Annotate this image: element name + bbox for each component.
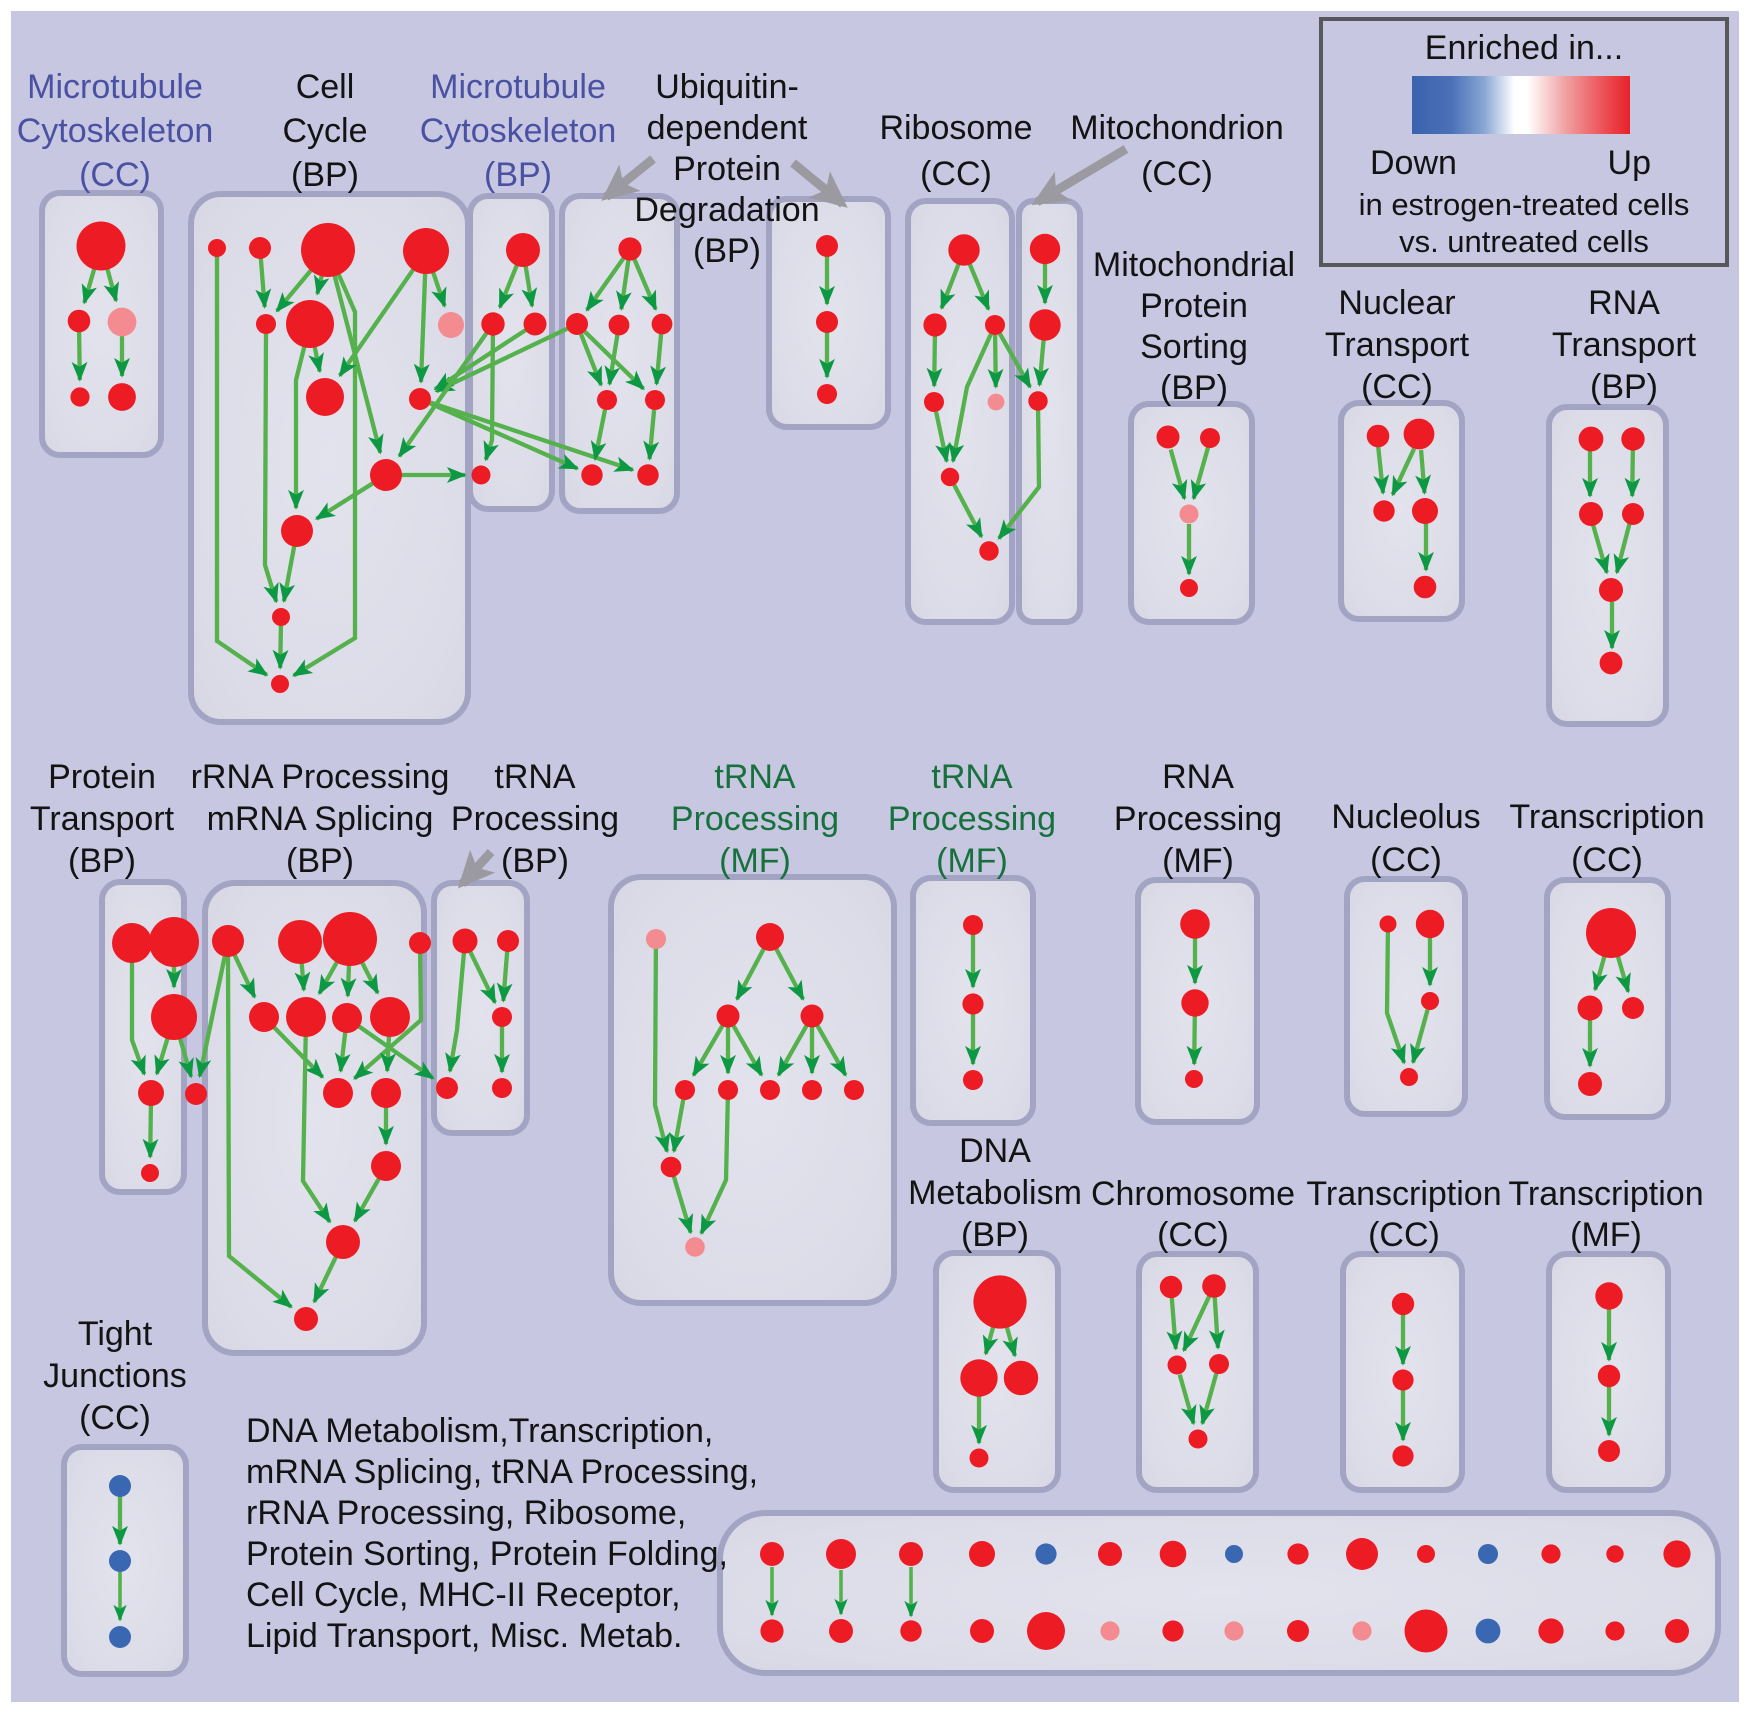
svg-text:rRNA Processing: rRNA Processing bbox=[191, 758, 450, 796]
svg-text:(BP): (BP) bbox=[286, 842, 354, 880]
svg-text:Transport: Transport bbox=[1552, 326, 1697, 364]
svg-text:Sorting: Sorting bbox=[1140, 328, 1248, 366]
svg-text:(CC): (CC) bbox=[1370, 841, 1442, 879]
svg-text:Mitochondrial: Mitochondrial bbox=[1093, 246, 1295, 284]
svg-text:Cell: Cell bbox=[296, 68, 355, 106]
svg-text:Nucleolus: Nucleolus bbox=[1331, 798, 1480, 836]
svg-text:Chromosome: Chromosome bbox=[1091, 1175, 1295, 1213]
svg-text:tRNA: tRNA bbox=[714, 758, 796, 796]
svg-text:(CC): (CC) bbox=[1157, 1216, 1229, 1254]
svg-text:Transport: Transport bbox=[1325, 326, 1470, 364]
svg-text:(CC): (CC) bbox=[1571, 841, 1643, 879]
svg-text:(BP): (BP) bbox=[68, 842, 136, 880]
svg-text:Microtubule: Microtubule bbox=[27, 68, 203, 106]
svg-text:(BP): (BP) bbox=[693, 232, 761, 270]
svg-text:Enriched in...: Enriched in... bbox=[1425, 29, 1623, 67]
svg-text:(MF): (MF) bbox=[1162, 842, 1234, 880]
svg-text:Transcription: Transcription bbox=[1509, 798, 1704, 836]
svg-text:(CC): (CC) bbox=[79, 1399, 151, 1437]
svg-text:Up: Up bbox=[1608, 144, 1651, 182]
svg-text:(CC): (CC) bbox=[1141, 155, 1213, 193]
svg-text:Transcription: Transcription bbox=[1508, 1175, 1703, 1213]
svg-text:tRNA: tRNA bbox=[494, 758, 576, 796]
svg-text:(CC): (CC) bbox=[1368, 1216, 1440, 1254]
svg-text:Protein: Protein bbox=[673, 150, 781, 188]
svg-text:Ribosome: Ribosome bbox=[879, 109, 1032, 147]
svg-text:mRNA Splicing: mRNA Splicing bbox=[207, 800, 434, 838]
svg-text:Lipid Transport, Misc. Metab.: Lipid Transport, Misc. Metab. bbox=[246, 1617, 683, 1655]
svg-text:vs. untreated cells: vs. untreated cells bbox=[1399, 224, 1649, 259]
svg-text:Mitochondrion: Mitochondrion bbox=[1070, 109, 1284, 147]
svg-text:Metabolism: Metabolism bbox=[908, 1174, 1082, 1212]
svg-text:(BP): (BP) bbox=[961, 1216, 1029, 1254]
svg-text:Degradation: Degradation bbox=[634, 191, 819, 229]
svg-text:Protein: Protein bbox=[1140, 287, 1248, 325]
svg-text:(CC): (CC) bbox=[1361, 368, 1433, 406]
svg-text:Processing: Processing bbox=[888, 800, 1056, 838]
svg-text:Cytoskeleton: Cytoskeleton bbox=[17, 112, 214, 150]
svg-text:DNA: DNA bbox=[959, 1132, 1031, 1170]
svg-text:(BP): (BP) bbox=[1590, 368, 1658, 406]
svg-text:(MF): (MF) bbox=[719, 842, 791, 880]
svg-text:(MF): (MF) bbox=[1570, 1216, 1642, 1254]
svg-text:Cell Cycle, MHC-II Receptor,: Cell Cycle, MHC-II Receptor, bbox=[246, 1576, 681, 1614]
svg-text:Junctions: Junctions bbox=[43, 1357, 187, 1395]
svg-text:tRNA: tRNA bbox=[931, 758, 1013, 796]
svg-text:Cycle: Cycle bbox=[282, 112, 367, 150]
svg-text:Nuclear: Nuclear bbox=[1338, 284, 1455, 322]
svg-text:dependent: dependent bbox=[647, 109, 808, 147]
svg-text:Processing: Processing bbox=[671, 800, 839, 838]
svg-text:Ubiquitin-: Ubiquitin- bbox=[655, 68, 799, 106]
svg-text:(CC): (CC) bbox=[79, 156, 151, 194]
svg-text:Tight: Tight bbox=[78, 1315, 153, 1353]
svg-text:DNA Metabolism,Transcription,: DNA Metabolism,Transcription, bbox=[246, 1412, 713, 1450]
svg-text:RNA: RNA bbox=[1162, 758, 1234, 796]
svg-text:RNA: RNA bbox=[1588, 284, 1660, 322]
svg-text:Down: Down bbox=[1370, 144, 1457, 182]
svg-text:(BP): (BP) bbox=[484, 156, 552, 194]
svg-text:(BP): (BP) bbox=[291, 156, 359, 194]
svg-text:Processing: Processing bbox=[1114, 800, 1282, 838]
svg-text:(CC): (CC) bbox=[920, 155, 992, 193]
svg-text:Transport: Transport bbox=[30, 800, 175, 838]
svg-text:(BP): (BP) bbox=[1160, 369, 1228, 407]
svg-text:Transcription: Transcription bbox=[1306, 1175, 1501, 1213]
svg-text:Protein Sorting, Protein Foldi: Protein Sorting, Protein Folding, bbox=[246, 1535, 728, 1573]
svg-text:(MF): (MF) bbox=[936, 842, 1008, 880]
svg-text:in estrogen-treated cells: in estrogen-treated cells bbox=[1359, 187, 1690, 222]
svg-text:Processing: Processing bbox=[451, 800, 619, 838]
svg-text:(BP): (BP) bbox=[501, 842, 569, 880]
svg-text:Protein: Protein bbox=[48, 758, 156, 796]
svg-text:rRNA Processing, Ribosome,: rRNA Processing, Ribosome, bbox=[246, 1494, 686, 1532]
svg-text:Microtubule: Microtubule bbox=[430, 68, 606, 106]
svg-text:mRNA Splicing, tRNA Processing: mRNA Splicing, tRNA Processing, bbox=[246, 1453, 758, 1491]
svg-text:Cytoskeleton: Cytoskeleton bbox=[420, 112, 617, 150]
